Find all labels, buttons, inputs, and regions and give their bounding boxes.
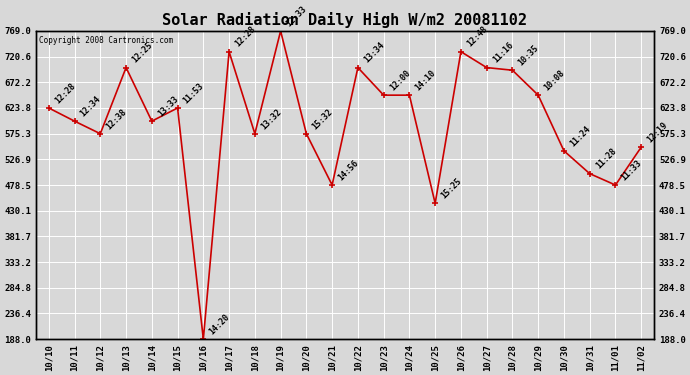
Text: 12:28: 12:28: [53, 81, 77, 105]
Text: 12:38: 12:38: [104, 107, 128, 131]
Title: Solar Radiation Daily High W/m2 20081102: Solar Radiation Daily High W/m2 20081102: [163, 12, 527, 28]
Text: 10:35: 10:35: [517, 44, 541, 68]
Text: 14:56: 14:56: [336, 158, 360, 182]
Text: 12:48: 12:48: [465, 25, 489, 49]
Text: 11:53: 11:53: [181, 81, 206, 105]
Text: 14:20: 14:20: [208, 312, 232, 336]
Text: 11:24: 11:24: [568, 124, 592, 148]
Text: 12:25: 12:25: [130, 41, 155, 65]
Text: 12:33: 12:33: [285, 4, 309, 28]
Text: 12:28: 12:28: [233, 25, 257, 49]
Text: 11:28: 11:28: [594, 147, 618, 171]
Text: 10:08: 10:08: [542, 68, 566, 92]
Text: 15:25: 15:25: [440, 177, 464, 201]
Text: 11:33: 11:33: [620, 158, 644, 182]
Text: 13:33: 13:33: [156, 94, 180, 118]
Text: 12:00: 12:00: [388, 68, 412, 92]
Text: 14:10: 14:10: [413, 68, 437, 92]
Text: 15:32: 15:32: [310, 107, 335, 131]
Text: 13:34: 13:34: [362, 41, 386, 65]
Text: 13:32: 13:32: [259, 107, 283, 131]
Text: 12:34: 12:34: [79, 94, 103, 118]
Text: 11:16: 11:16: [491, 41, 515, 65]
Text: Copyright 2008 Cartronics.com: Copyright 2008 Cartronics.com: [39, 36, 173, 45]
Text: 12:19: 12:19: [645, 120, 669, 144]
